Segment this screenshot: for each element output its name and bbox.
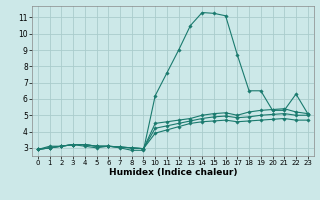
X-axis label: Humidex (Indice chaleur): Humidex (Indice chaleur) xyxy=(108,168,237,177)
